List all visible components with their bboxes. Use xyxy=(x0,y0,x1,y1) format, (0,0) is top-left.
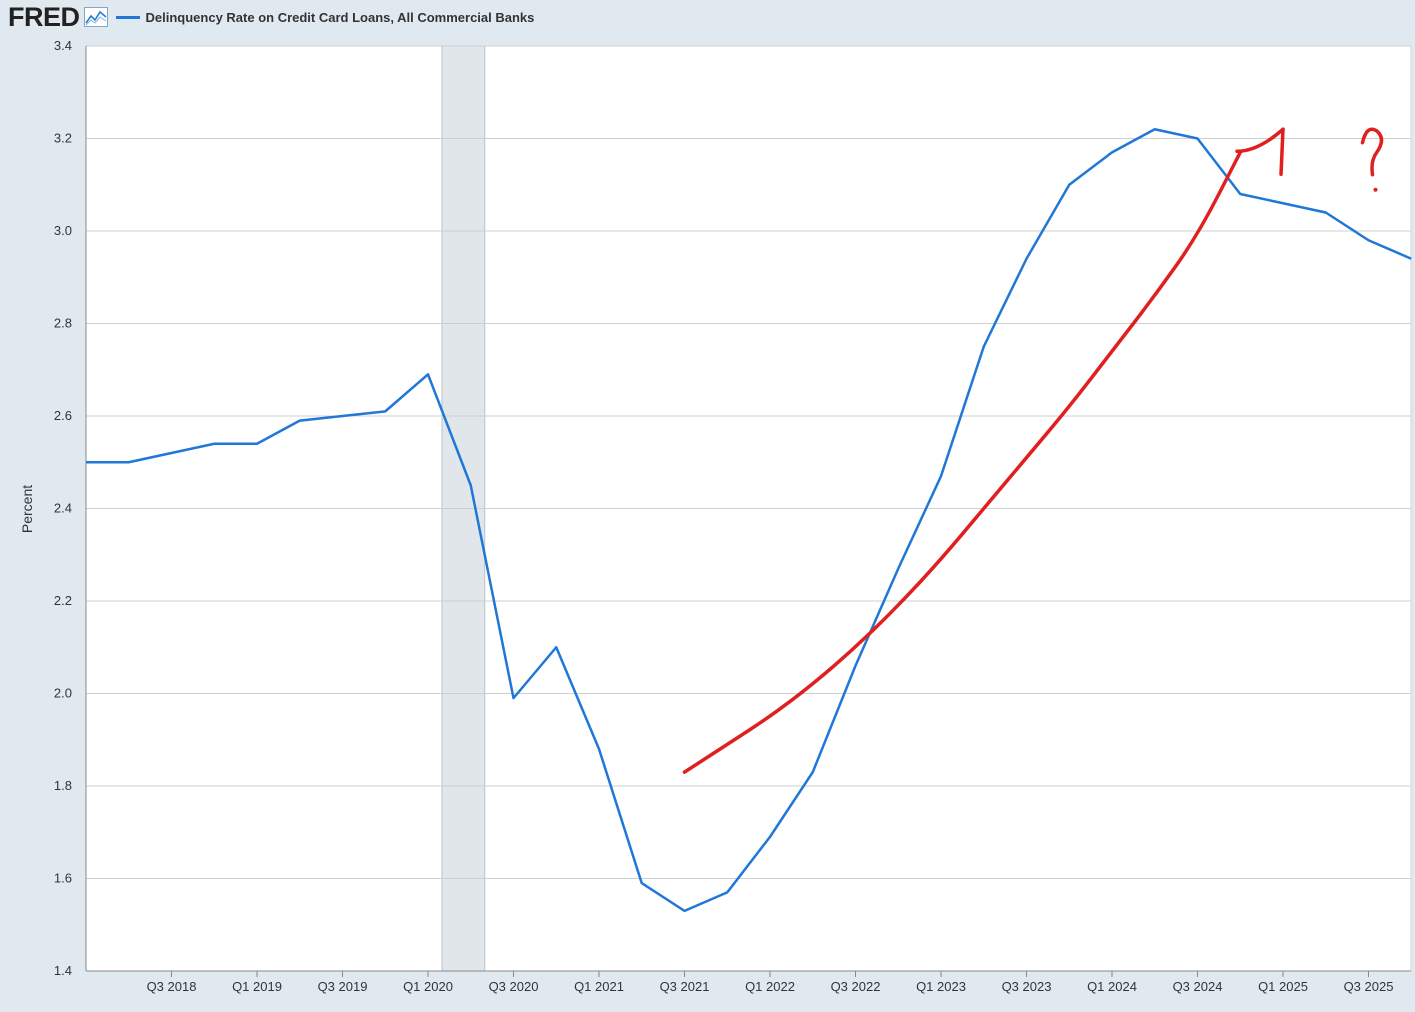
grid-layer xyxy=(86,45,1412,971)
legend-line-icon xyxy=(115,15,140,19)
x-tick-label: Q1 2021 xyxy=(574,979,624,994)
x-tick-label: Q3 2021 xyxy=(660,979,710,994)
x-tick-label: Q3 2020 xyxy=(489,979,539,994)
y-tick-label: 1.8 xyxy=(54,778,72,793)
y-tick-label: 3.0 xyxy=(54,223,72,238)
x-tick-label: Q3 2019 xyxy=(318,979,368,994)
y-axis-title: Percent xyxy=(19,485,35,533)
x-tick-label: Q1 2024 xyxy=(1087,979,1137,994)
annotation-arrow xyxy=(1235,127,1285,153)
x-tick-label: Q3 2024 xyxy=(1173,979,1223,994)
y-tick-label: 2.4 xyxy=(54,501,72,516)
y-tick-label: 3.4 xyxy=(54,38,72,53)
y-tick-label: 3.2 xyxy=(54,131,72,146)
x-tick-labels: Q3 2018 Q1 2019 Q3 2019 Q1 2020 Q3 2020 Q1 20… xyxy=(147,971,1394,994)
annotation-question-dot xyxy=(1373,187,1378,192)
annotation-trend-line xyxy=(682,150,1242,774)
fred-logo[interactable]: FRED xyxy=(8,1,80,32)
x-tick-label: Q3 2023 xyxy=(1002,979,1052,994)
y-tick-label: 2.6 xyxy=(54,408,72,423)
x-tick-label: Q1 2023 xyxy=(916,979,966,994)
x-tick-label: Q3 2022 xyxy=(831,979,881,994)
y-tick-label: 1.6 xyxy=(54,871,72,886)
annotation-arrow-head xyxy=(1279,127,1285,176)
annotation-layer xyxy=(682,127,1384,774)
graph-icon xyxy=(83,7,108,27)
series-layer xyxy=(86,128,1412,913)
x-tick-label: Q1 2025 xyxy=(1258,979,1308,994)
x-tick-label: Q1 2020 xyxy=(403,979,453,994)
series-title[interactable]: Delinquency Rate on Credit Card Loans, A… xyxy=(145,9,535,25)
x-tick-label: Q3 2018 xyxy=(147,979,197,994)
y-tick-label: 2.8 xyxy=(54,316,72,331)
chart-header: FRED Delinquency Rate on Credit Card Loa… xyxy=(0,0,1415,34)
y-tick-label: 2.0 xyxy=(54,686,72,701)
series-line[interactable] xyxy=(86,128,1412,913)
annotation-question-mark xyxy=(1360,127,1384,177)
y-tick-label: 1.4 xyxy=(54,963,72,978)
x-tick-label: Q1 2019 xyxy=(232,979,282,994)
x-tick-label: Q1 2022 xyxy=(745,979,795,994)
y-tick-labels: 1.4 1.6 1.8 2.0 2.2 2.4 2.6 2.8 3.0 3.2 3.4 xyxy=(54,38,72,978)
x-tick-label: Q3 2025 xyxy=(1344,979,1394,994)
y-tick-label: 2.2 xyxy=(54,593,72,608)
